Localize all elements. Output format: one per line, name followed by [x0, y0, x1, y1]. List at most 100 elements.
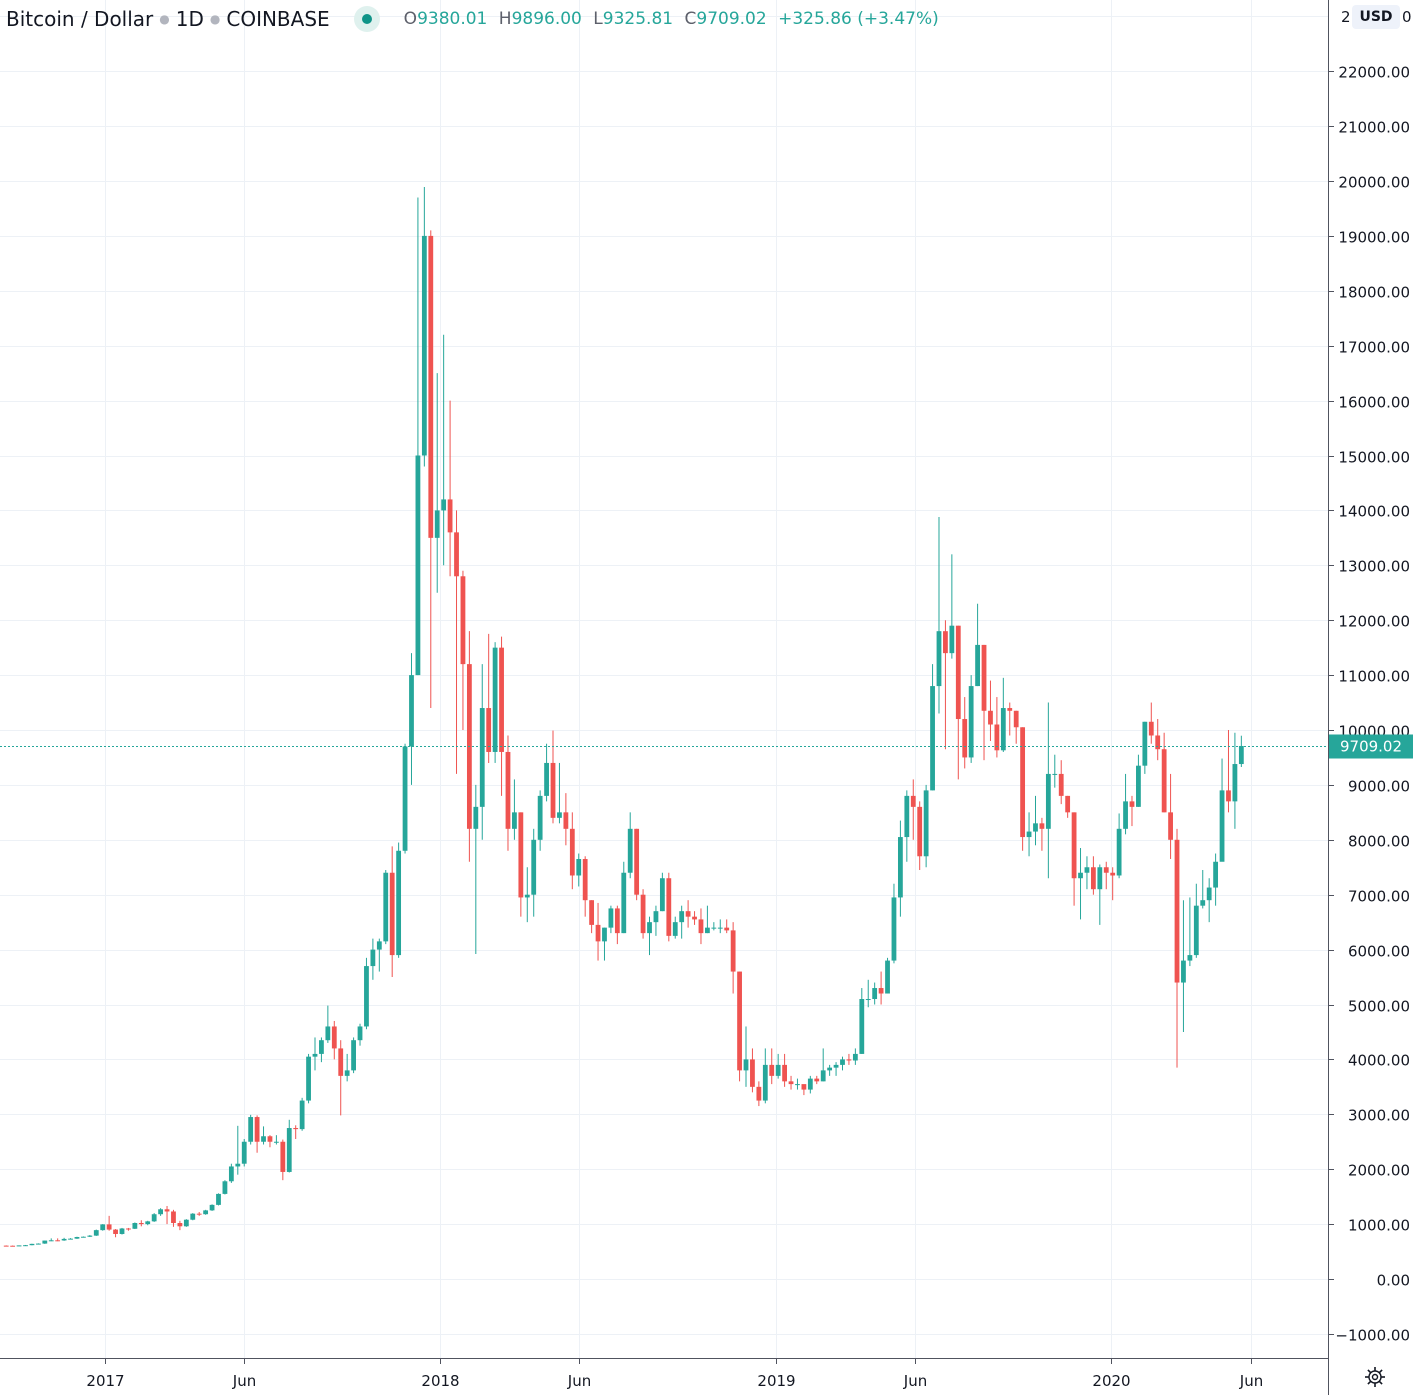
candle-body: [1045, 773, 1051, 829]
candle: [100, 1224, 106, 1231]
candle: [29, 1243, 35, 1246]
candle: [1090, 856, 1096, 895]
candle-body: [1155, 735, 1161, 750]
candle-body: [1078, 872, 1083, 879]
candle-body: [698, 919, 704, 934]
candle-body: [936, 631, 942, 687]
candle-body: [833, 1064, 839, 1068]
candle: [653, 905, 659, 936]
candle-body: [1103, 867, 1109, 873]
candle: [634, 828, 640, 901]
candle: [460, 570, 466, 730]
candle: [171, 1209, 176, 1227]
candle: [1213, 853, 1219, 906]
candle-body: [923, 790, 929, 857]
candle: [87, 1235, 93, 1238]
candle-body: [164, 1209, 170, 1212]
candle-body: [454, 532, 459, 577]
candle-body: [492, 647, 498, 752]
last-price-value: 9709.02: [1340, 738, 1402, 756]
price-tick-label: 18000.00: [1338, 284, 1410, 302]
candle: [872, 982, 878, 1005]
candle-body: [312, 1053, 318, 1057]
candle-body: [306, 1056, 311, 1101]
candle: [679, 905, 685, 939]
candle-body: [1013, 710, 1019, 728]
candle-body: [737, 971, 742, 1071]
candle: [138, 1220, 144, 1227]
price-axis[interactable]: 22000.00 21000.00 20000.00 19000.00 18000.00…: [1328, 64, 1410, 1345]
candle: [531, 828, 537, 917]
candle-body: [602, 927, 607, 942]
candle-body: [518, 812, 524, 898]
candle-body: [499, 647, 504, 752]
candle: [865, 979, 871, 1008]
candle: [949, 554, 955, 659]
candle: [518, 812, 524, 917]
time-tick-label: 2020: [1092, 1372, 1130, 1390]
candle: [537, 790, 543, 851]
currency-button[interactable]: USD: [1352, 5, 1400, 29]
candle-body: [293, 1128, 299, 1130]
candle-body: [1206, 887, 1212, 901]
time-axis[interactable]: 2017 Jun 2018 Jun 2019 Jun 2020 Jun: [86, 1358, 1263, 1390]
candle-body: [55, 1240, 61, 1242]
status-dot-icon[interactable]: [353, 6, 380, 32]
candle-body: [10, 1245, 16, 1247]
price-axis-bg: [1328, 0, 1420, 1395]
candle: [183, 1219, 189, 1227]
interval[interactable]: 1D: [175, 7, 204, 31]
candle: [164, 1205, 170, 1225]
candle-body: [319, 1040, 324, 1054]
candle: [325, 1005, 331, 1043]
candle-body: [1193, 905, 1199, 956]
candle: [1052, 754, 1058, 788]
candle: [1000, 677, 1006, 752]
candle-body: [61, 1238, 67, 1241]
candle: [351, 1037, 356, 1074]
candle: [1116, 813, 1122, 879]
candle-body: [569, 828, 575, 876]
candle: [1013, 710, 1019, 744]
price-axis-clipped-label: 0: [1402, 8, 1412, 26]
candle: [293, 1125, 299, 1140]
price-tick-label: 6000.00: [1348, 943, 1410, 961]
price-tick-label: 0.00: [1377, 1272, 1410, 1290]
candle: [859, 988, 865, 1054]
candle: [647, 916, 652, 956]
candle: [685, 900, 691, 928]
candle: [1039, 817, 1045, 851]
symbol-name[interactable]: Bitcoin / Dollar: [6, 7, 154, 31]
candle-body: [820, 1070, 826, 1082]
candle: [126, 1227, 131, 1231]
candle-body: [1232, 764, 1238, 802]
candle: [666, 872, 672, 942]
candle: [795, 1078, 800, 1090]
candle: [55, 1238, 61, 1242]
candle: [479, 664, 485, 840]
candle: [833, 1062, 839, 1076]
candle-body: [460, 576, 466, 665]
candle: [1084, 856, 1090, 890]
candle-body: [68, 1238, 73, 1240]
candle: [1033, 795, 1038, 846]
candle: [827, 1064, 833, 1076]
candle-body: [1058, 773, 1064, 796]
candle-body: [203, 1210, 209, 1215]
price-tick-label: 5000.00: [1348, 998, 1410, 1016]
price-tick-label: 21000.00: [1338, 119, 1410, 137]
candle: [209, 1204, 215, 1211]
candle: [222, 1180, 228, 1195]
gear-icon[interactable]: [1364, 1366, 1386, 1388]
candle: [878, 971, 884, 1005]
candle: [897, 820, 903, 917]
candle-body: [1187, 955, 1193, 961]
candle: [975, 603, 980, 687]
candle: [1071, 812, 1077, 906]
low-value: 9325.81: [602, 9, 674, 29]
candle-body: [692, 916, 697, 920]
candle: [807, 1075, 813, 1094]
candle: [627, 812, 633, 879]
candle-body: [23, 1245, 28, 1247]
